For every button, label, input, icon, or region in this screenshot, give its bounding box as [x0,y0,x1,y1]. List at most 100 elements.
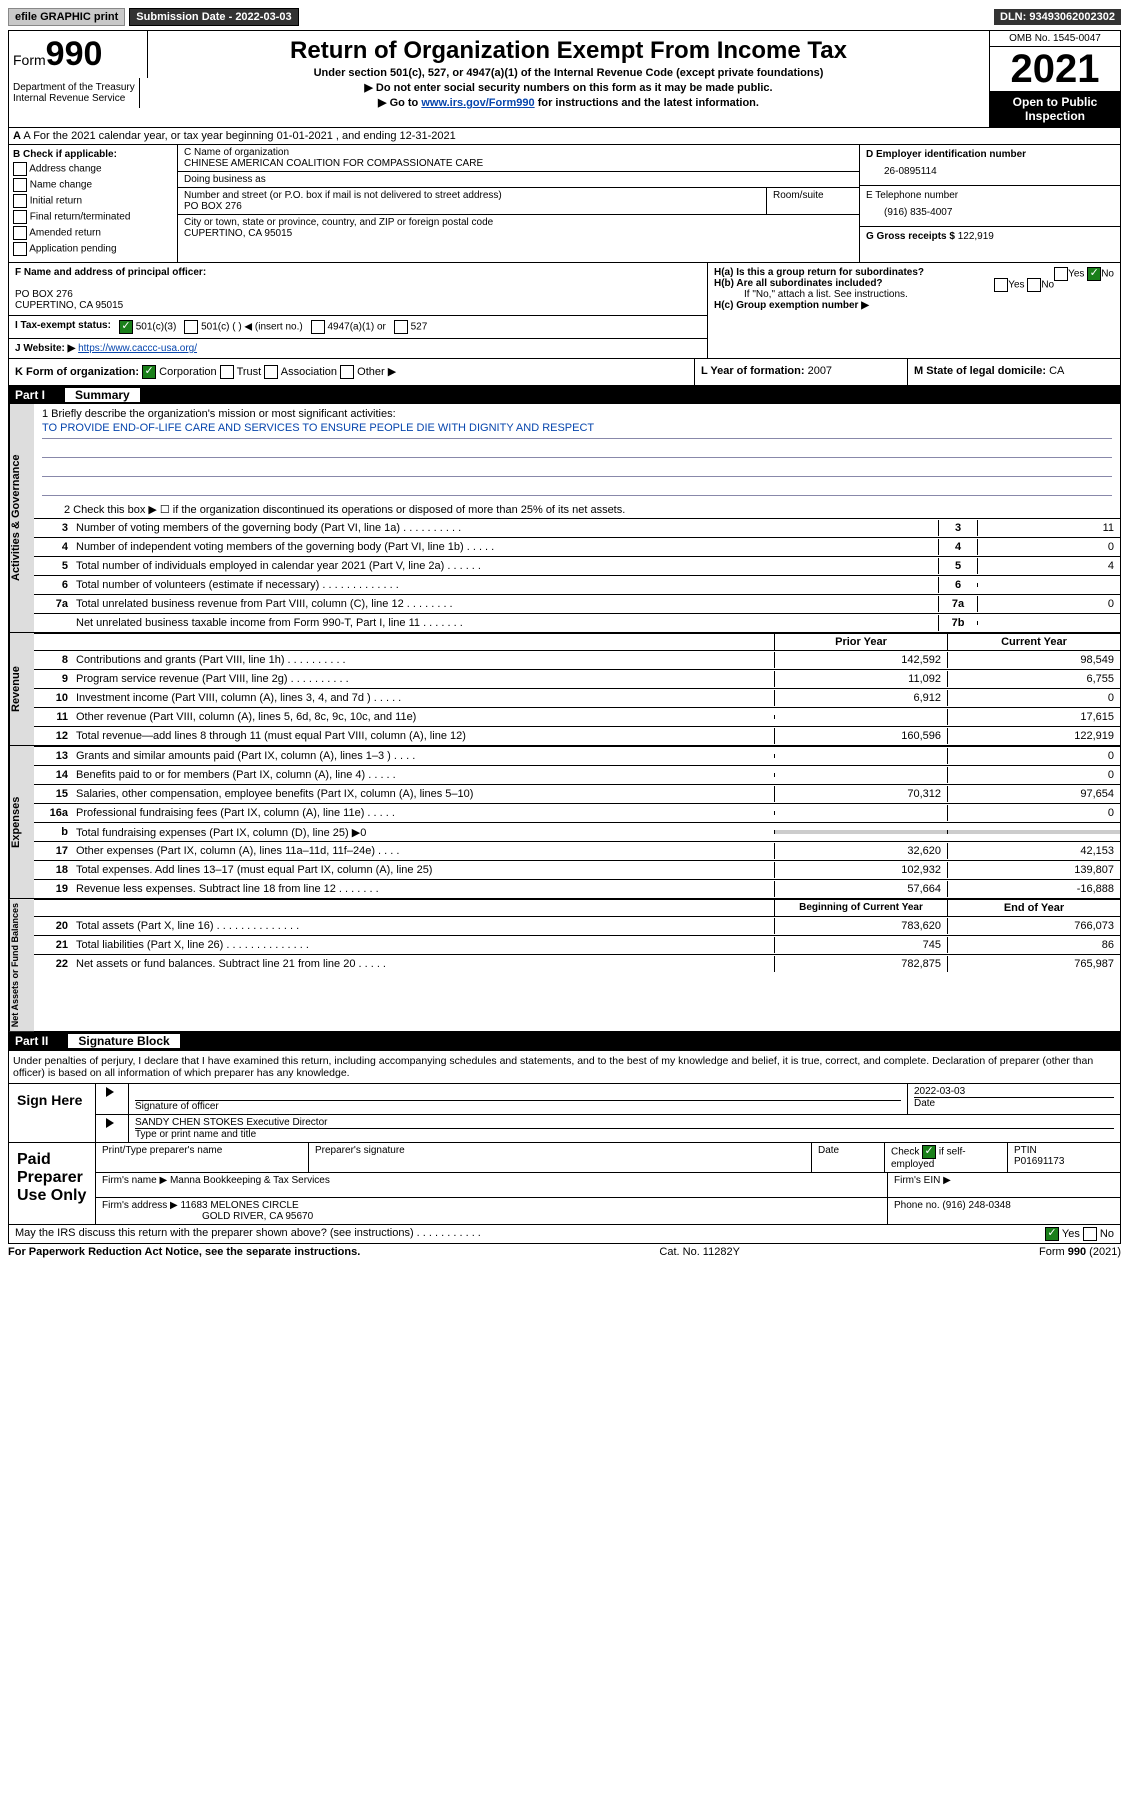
title-row: Form990 Department of the Treasury Inter… [9,31,1120,128]
other-checkbox[interactable]: Other ▶ [340,366,396,378]
city-label: City or town, state or province, country… [184,217,853,228]
subtitle-2: ▶ Do not enter social security numbers o… [152,81,985,94]
form-title: Return of Organization Exempt From Incom… [152,37,985,65]
ptin-label: PTIN [1014,1145,1037,1156]
dba-label: Doing business as [184,174,853,185]
501c3-checkbox[interactable]: 501(c)(3) [119,320,176,334]
form-number-cell: Form990 [9,31,148,78]
org-name: CHINESE AMERICAN COALITION FOR COMPASSIO… [184,158,853,169]
ein-value: 26-0895114 [860,164,1120,185]
4947-checkbox[interactable]: 4947(a)(1) or [311,320,386,334]
row-a-period: A A For the 2021 calendar year, or tax y… [9,128,1120,145]
submission-date-button[interactable]: Submission Date - 2022-03-03 [129,8,298,26]
i-tax-exempt: I Tax-exempt status: 501(c)(3) 501(c) ( … [9,316,707,339]
form-container: Form990 Department of the Treasury Inter… [8,30,1121,1051]
summary-row: 5 Total number of individuals employed i… [34,556,1120,575]
sign-here-label: Sign Here [9,1084,96,1142]
may-irs-discuss: May the IRS discuss this return with the… [8,1225,1121,1244]
street-label: Number and street (or P.O. box if mail i… [184,190,760,201]
tel-label: E Telephone number [860,185,1120,205]
form-prefix: Form [13,52,46,68]
street-value: PO BOX 276 [184,201,760,212]
page-footer: For Paperwork Reduction Act Notice, see … [8,1244,1121,1258]
tel-value: (916) 835-4007 [860,205,1120,226]
gross-receipts: G Gross receipts $ 122,919 [860,226,1120,246]
firm-name: Manna Bookkeeping & Tax Services [170,1175,330,1186]
summary-row: 18 Total expenses. Add lines 13–17 (must… [34,860,1120,879]
discuss-yes[interactable] [1045,1227,1059,1241]
summary-row: 8 Contributions and grants (Part VIII, l… [34,650,1120,669]
summary-row: 10 Investment income (Part VIII, column … [34,688,1120,707]
expenses-section: Expenses 13 Grants and similar amounts p… [9,746,1120,899]
summary-row: 15 Salaries, other compensation, employe… [34,784,1120,803]
revenue-section: Revenue Prior Year Current Year 8 Contri… [9,633,1120,746]
governance-section: Activities & Governance 1 Briefly descri… [9,404,1120,633]
discuss-no[interactable] [1083,1227,1097,1241]
summary-row: 11 Other revenue (Part VIII, column (A),… [34,707,1120,726]
summary-row: 6 Total number of volunteers (estimate i… [34,575,1120,594]
hb-yes[interactable] [994,278,1008,292]
phone-value: (916) 248-0348 [942,1200,1010,1211]
summary-row: b Total fundraising expenses (Part IX, c… [34,822,1120,841]
expenses-tab: Expenses [9,746,34,898]
department-label: Department of the Treasury Internal Reve… [9,78,140,108]
preparer-sig-label: Preparer's signature [309,1143,812,1172]
501c-checkbox[interactable]: 501(c) ( ) ◀ (insert no.) [184,320,302,334]
summary-row: Net unrelated business taxable income fr… [34,613,1120,632]
row-k-l-m: K Form of organization: Corporation Trus… [9,359,1120,386]
app-pending-checkbox[interactable]: Application pending [13,242,173,256]
summary-row: 14 Benefits paid to or for members (Part… [34,765,1120,784]
mission-block: 1 Briefly describe the organization's mi… [34,404,1120,500]
title-cell: Return of Organization Exempt From Incom… [148,31,989,127]
trust-checkbox[interactable]: Trust [220,366,262,378]
omb-number: OMB No. 1545-0047 [990,31,1120,47]
website-link[interactable]: https://www.caccc-usa.org/ [78,343,197,354]
sig-date: 2022-03-03 [914,1086,1114,1097]
part2-header: Part II Signature Block [9,1032,1120,1050]
efile-print-button[interactable]: efile GRAPHIC print [8,8,125,26]
paperwork-notice: For Paperwork Reduction Act Notice, see … [8,1246,360,1258]
col-headers-1: Prior Year Current Year [34,633,1120,650]
final-return-checkbox[interactable]: Final return/terminated [13,210,173,224]
arrow-icon [106,1087,114,1097]
addr-change-checkbox[interactable]: Address change [13,162,173,176]
ein-label: D Employer identification number [860,145,1120,164]
self-employed-check[interactable]: Check if self-employed [885,1143,1008,1172]
toolbar: efile GRAPHIC print Submission Date - 20… [8,8,1121,26]
527-checkbox[interactable]: 527 [394,320,427,334]
instructions-link[interactable]: www.irs.gov/Form990 [421,97,534,109]
summary-row: 16a Professional fundraising fees (Part … [34,803,1120,822]
name-change-checkbox[interactable]: Name change [13,178,173,192]
netassets-section: Net Assets or Fund Balances Beginning of… [9,899,1120,1032]
preparer-date-label: Date [812,1143,885,1172]
penalties-declaration: Under penalties of perjury, I declare th… [8,1051,1121,1084]
governance-tab: Activities & Governance [9,404,34,632]
initial-return-checkbox[interactable]: Initial return [13,194,173,208]
phone-label: Phone no. [894,1200,940,1211]
mission-text: TO PROVIDE END-OF-LIFE CARE AND SERVICES… [42,420,1112,439]
firm-addr-label: Firm's address ▶ [102,1200,178,1211]
corp-checkbox[interactable]: Corporation [142,366,217,378]
amended-return-checkbox[interactable]: Amended return [13,226,173,240]
summary-row: 9 Program service revenue (Part VIII, li… [34,669,1120,688]
firm-addr2: GOLD RIVER, CA 95670 [102,1211,313,1222]
arrow-icon [106,1118,114,1128]
summary-row: 19 Revenue less expenses. Subtract line … [34,879,1120,898]
row-f-to-j: F Name and address of principal officer:… [9,263,1120,359]
hb-no[interactable] [1027,278,1041,292]
col-b-checkboxes: B Check if applicable: Address change Na… [9,145,178,262]
sig-date-label: Date [914,1097,1114,1109]
ha-no[interactable] [1087,267,1101,281]
summary-row: 3 Number of voting members of the govern… [34,518,1120,537]
firm-ein-label: Firm's EIN ▶ [888,1173,1120,1197]
section-b-to-g: B Check if applicable: Address change Na… [9,145,1120,263]
summary-row: 13 Grants and similar amounts paid (Part… [34,746,1120,765]
netassets-tab: Net Assets or Fund Balances [9,899,34,1031]
firm-name-label: Firm's name ▶ [102,1175,167,1186]
f-principal-officer: F Name and address of principal officer:… [9,263,707,316]
city-value: CUPERTINO, CA 95015 [184,228,853,239]
subtitle-1: Under section 501(c), 527, or 4947(a)(1)… [152,67,985,79]
paid-preparer-label: Paid Preparer Use Only [9,1143,96,1224]
assoc-checkbox[interactable]: Association [264,366,337,378]
ha-yes[interactable] [1054,267,1068,281]
